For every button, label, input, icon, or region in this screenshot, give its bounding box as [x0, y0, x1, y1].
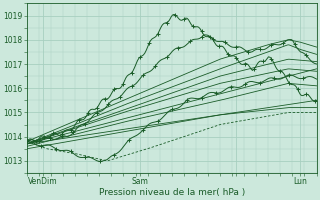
- X-axis label: Pression niveau de la mer( hPa ): Pression niveau de la mer( hPa ): [99, 188, 245, 197]
